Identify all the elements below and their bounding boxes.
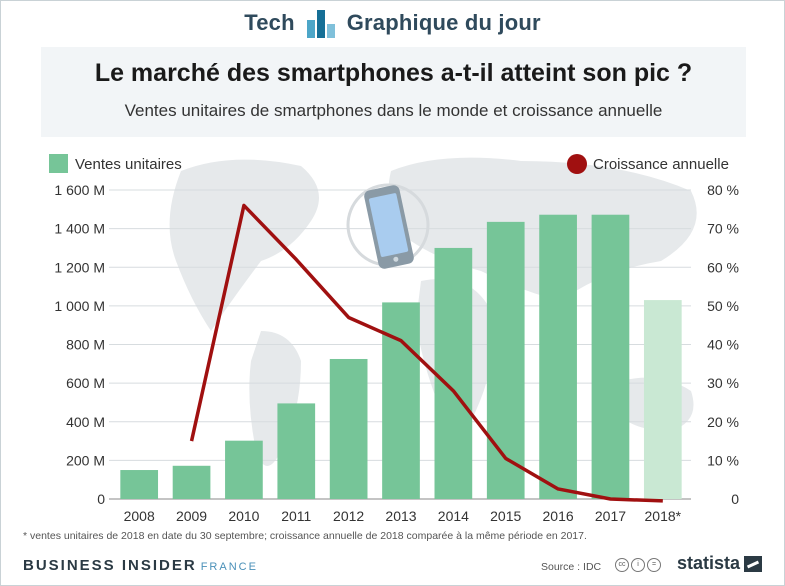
business-insider-logo: BUSINESS INSIDER FRANCE <box>23 557 258 574</box>
y-right-tick-label: 50 % <box>707 298 739 314</box>
x-tick-label: 2017 <box>595 508 626 524</box>
line-group <box>189 203 663 503</box>
right-axis-ticks: 0 10 % 20 % 30 % 40 % 50 % 60 % 70 % 80 % <box>707 182 739 507</box>
legend-line-label: Croissance annuelle <box>593 156 729 173</box>
chart-title: Le marché des smartphones a-t-il atteint… <box>94 59 693 87</box>
x-tick-label: 2013 <box>385 508 416 524</box>
creative-commons-icons: cc i = <box>615 558 661 572</box>
x-tick-label: 2008 <box>124 508 155 524</box>
x-tick-label: 2015 <box>490 508 521 524</box>
source-label: Source : IDC <box>541 561 602 573</box>
tech-label: Tech <box>244 10 295 35</box>
legend-line-swatch <box>567 154 587 174</box>
bar-2012 <box>329 358 368 499</box>
legend-line: Croissance annuelle <box>567 154 729 174</box>
y-left-tick-label: 1 000 M <box>54 298 105 314</box>
statista-text: statista <box>677 553 741 573</box>
left-axis-ticks: 0 200 M 400 M 600 M 800 M 1 000 M 1 200 M 1 400… <box>54 182 105 507</box>
growth-line <box>189 203 663 503</box>
bar-2018* <box>643 300 682 499</box>
y-right-tick-label: 80 % <box>707 182 739 198</box>
y-left-tick-label: 1 400 M <box>54 221 105 237</box>
y-right-tick-label: 20 % <box>707 414 739 430</box>
bi-logo-text: BUSINESS INSIDER <box>23 557 197 574</box>
bar-2017 <box>591 214 630 499</box>
y-left-tick-label: 1 600 M <box>54 182 105 198</box>
y-left-tick-label: 0 <box>97 491 105 507</box>
bar-logo-icon <box>306 8 335 38</box>
legend-bar-swatch <box>49 154 68 173</box>
bar-2014 <box>434 247 473 499</box>
y-left-tick-label: 800 M <box>66 337 105 353</box>
bars-group <box>120 214 682 499</box>
legend-bar: Ventes unitaires <box>49 154 182 173</box>
x-tick-label: 2018* <box>645 508 682 524</box>
combo-chart: 0 200 M 400 M 600 M 800 M 1 000 M 1 200 M 1 400… <box>49 154 739 524</box>
y-right-tick-label: 0 <box>731 491 739 507</box>
y-left-tick-label: 1 200 M <box>54 259 105 275</box>
y-right-tick-label: 30 % <box>707 375 739 391</box>
bar-2010 <box>225 440 263 499</box>
graphique-du-jour-label: Graphique du jour <box>346 10 541 35</box>
x-tick-label: 2010 <box>228 508 259 524</box>
y-right-tick-label: 40 % <box>707 337 739 353</box>
bi-logo-france: FRANCE <box>200 561 258 573</box>
x-tick-label: 2011 <box>281 508 311 524</box>
x-tick-label: 2014 <box>438 508 469 524</box>
legend-bar-label: Ventes unitaires <box>75 156 182 173</box>
bar-2016 <box>539 214 577 499</box>
bar-2011 <box>277 403 316 499</box>
title-band <box>41 47 746 137</box>
bar-2009 <box>172 465 211 499</box>
footnote: * ventes unitaires de 2018 en date du 30… <box>23 530 587 542</box>
y-right-tick-label: 70 % <box>707 221 739 237</box>
bar-2013 <box>382 302 420 499</box>
x-tick-label: 2009 <box>176 508 207 524</box>
smartphone-icon <box>346 183 430 269</box>
bar-2008 <box>120 470 159 499</box>
x-tick-label: 2016 <box>543 508 574 524</box>
bar-2015 <box>486 221 525 499</box>
x-axis-ticks: 2008 2009 2010 2011 2012 2013 2014 2015 2016 2017… <box>124 508 682 524</box>
y-right-tick-label: 60 % <box>707 259 739 275</box>
y-left-tick-label: 600 M <box>66 375 105 391</box>
x-tick-label: 2012 <box>333 508 364 524</box>
y-right-tick-label: 10 % <box>707 452 739 468</box>
y-left-tick-label: 400 M <box>66 414 105 430</box>
statista-mark-icon <box>744 555 763 572</box>
chart-subtitle: Ventes unitaires de smartphones dans le … <box>124 101 663 120</box>
statista-logo: statista <box>677 553 763 574</box>
y-left-tick-label: 200 M <box>66 452 105 468</box>
top-banner: Tech Graphique du jour <box>1 1 784 45</box>
